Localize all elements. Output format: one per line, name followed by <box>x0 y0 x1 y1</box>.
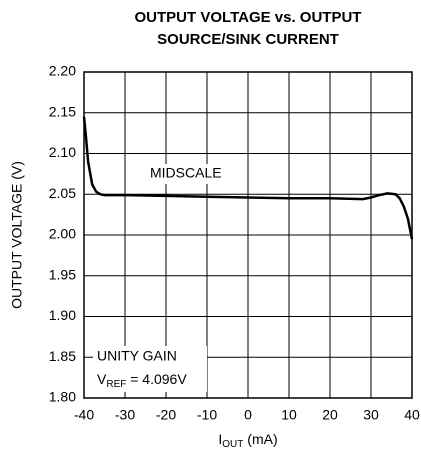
x-tick-label: 30 <box>363 407 379 423</box>
annotation-bg <box>146 164 228 184</box>
annotation: UNITY GAIN <box>97 348 177 364</box>
y-tick-label: 2.15 <box>49 103 76 119</box>
y-tick-label: 2.00 <box>49 226 76 242</box>
x-tick-label: -10 <box>197 407 217 423</box>
data-line <box>82 116 414 240</box>
y-tick-label: 1.80 <box>49 389 76 405</box>
y-tick-label: 2.20 <box>49 63 76 79</box>
annotation-part: V <box>97 371 107 387</box>
y-tick-label: 1.95 <box>49 266 76 282</box>
chart-title: SOURCE/SINK CURRENT <box>157 31 339 48</box>
annotation: VREF = 4.096V <box>97 371 187 390</box>
chart-title: OUTPUT VOLTAGE vs. OUTPUT <box>135 9 362 26</box>
x-tick-label: -20 <box>156 407 176 423</box>
x-axis-label-part: I <box>218 431 222 447</box>
x-tick-label: -40 <box>74 407 94 423</box>
y-tick-label: 2.05 <box>49 185 76 201</box>
x-tick-label: 0 <box>244 407 252 423</box>
x-tick-label: 10 <box>281 407 297 423</box>
x-axis-label-part: OUT <box>222 439 243 450</box>
x-axis-label-part: (mA) <box>243 431 277 447</box>
y-tick-label: 2.10 <box>49 144 76 160</box>
y-tick-label: 1.90 <box>49 307 76 323</box>
x-tick-label: -30 <box>115 407 135 423</box>
y-tick-label: 1.85 <box>49 348 76 364</box>
y-axis-label: OUTPUT VOLTAGE (V) <box>9 161 25 309</box>
x-tick-label: 20 <box>322 407 338 423</box>
annotation: MIDSCALE <box>150 165 222 181</box>
x-axis-label: IOUT (mA) <box>218 431 277 450</box>
x-tick-label: 40 <box>404 407 420 423</box>
annotation-part: = 4.096V <box>126 371 187 387</box>
annotation-part: REF <box>106 379 126 390</box>
annotation-bg <box>93 346 207 392</box>
